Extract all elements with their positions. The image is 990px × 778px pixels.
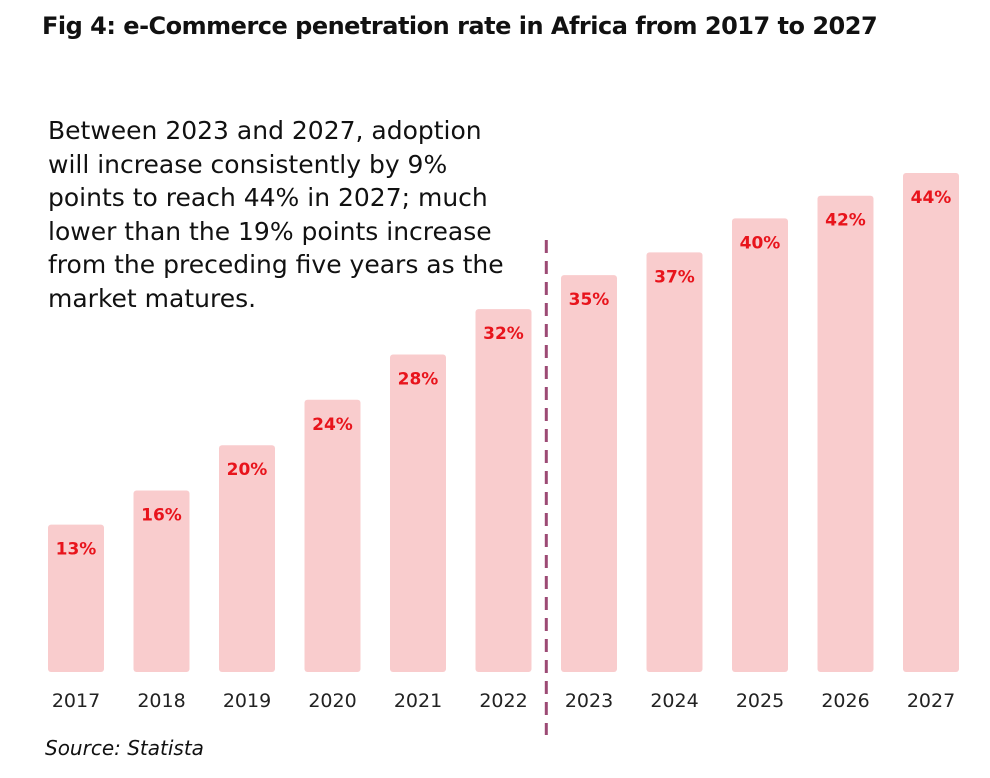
data-label-2020: 24%: [312, 415, 353, 435]
x-tick-label-2018: 2018: [137, 690, 185, 712]
x-tick-label-2019: 2019: [223, 690, 271, 712]
bar-2026: [817, 195, 874, 672]
x-tick-label-2024: 2024: [650, 690, 698, 712]
bar-2024: [646, 252, 703, 672]
bar-2017: [48, 524, 104, 672]
data-label-2017: 13%: [56, 540, 97, 560]
chart-title: Fig 4: e-Commerce penetration rate in Af…: [42, 12, 878, 40]
x-tick-label-2022: 2022: [479, 690, 527, 712]
x-tick-label-2027: 2027: [907, 690, 955, 712]
bar-2022: [475, 309, 532, 672]
data-label-2022: 32%: [483, 324, 524, 344]
bar-2025: [732, 218, 788, 672]
bar-2018: [133, 490, 190, 672]
x-tick-label-2017: 2017: [52, 690, 100, 712]
bar-2019: [219, 445, 275, 672]
data-label-2027: 44%: [911, 188, 952, 208]
data-label-2019: 20%: [227, 460, 268, 480]
source-note: Source: Statista: [45, 736, 204, 760]
data-label-2024: 37%: [654, 267, 695, 287]
bar-2027: [903, 173, 959, 672]
data-label-2021: 28%: [398, 370, 439, 390]
x-tick-label-2020: 2020: [308, 690, 356, 712]
data-label-2026: 42%: [825, 211, 866, 231]
chart-annotation: Between 2023 and 2027, adoption will inc…: [48, 116, 504, 313]
x-tick-label-2026: 2026: [821, 690, 869, 712]
data-label-2023: 35%: [569, 290, 610, 310]
bar-2021: [390, 354, 446, 672]
x-tick-label-2025: 2025: [736, 690, 784, 712]
x-tick-label-2021: 2021: [394, 690, 442, 712]
x-tick-label-2023: 2023: [565, 690, 613, 712]
bar-2020: [304, 399, 361, 672]
data-label-2025: 40%: [740, 233, 781, 253]
data-label-2018: 16%: [141, 506, 182, 526]
bar-2023: [561, 275, 617, 672]
